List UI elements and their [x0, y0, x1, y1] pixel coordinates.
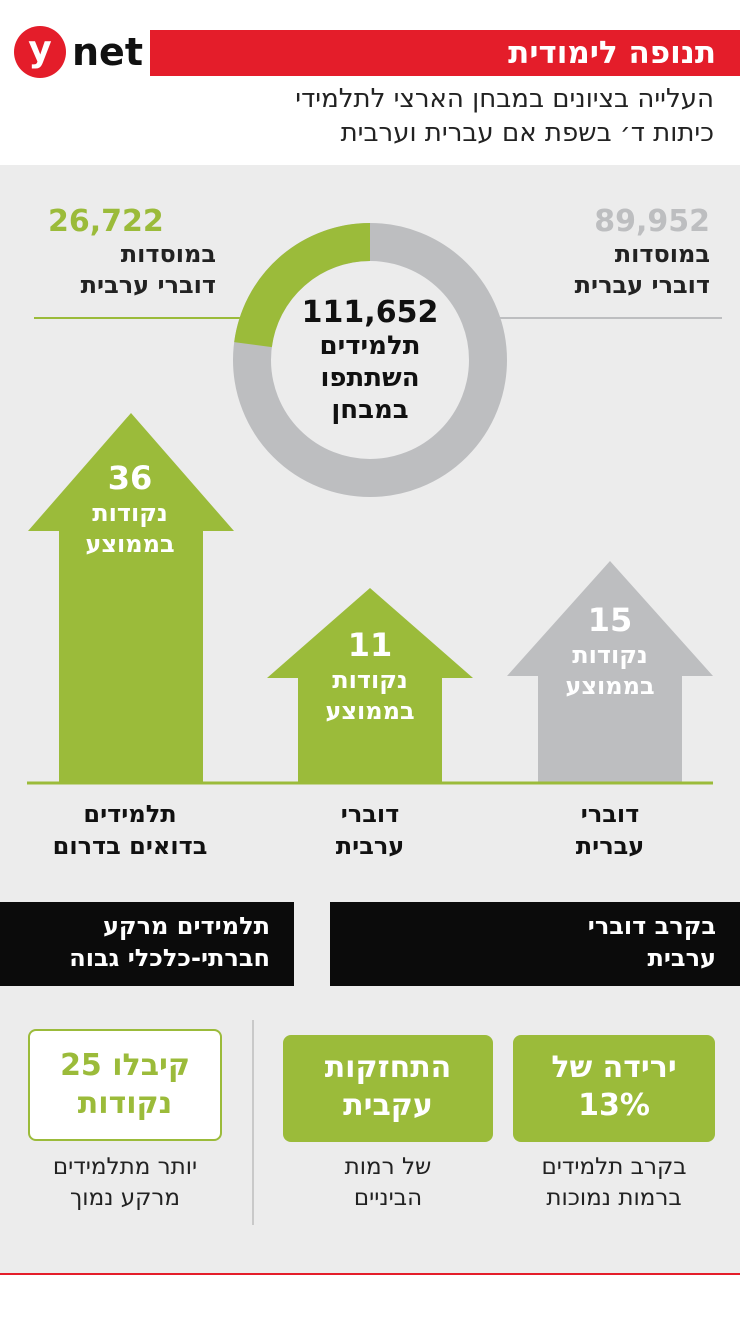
arrow-1-line1: נקודות [92, 499, 168, 527]
category-2-line1: דוברי [340, 800, 400, 828]
category-label-1: תלמידים בדואים בדרום [20, 798, 240, 862]
middle-strengthening-line1: התחזקות [324, 1050, 452, 1085]
category-1-line2: בדואים בדרום [52, 832, 208, 860]
donut-center-line2: השתתפו [320, 363, 420, 393]
arrow-2-line1: נקודות [332, 666, 408, 694]
donut-total: 111,652 [301, 295, 439, 330]
arabic-speakers-header: בקרב דוברי ערבית [330, 902, 740, 986]
arrow-3-text: 15 נקודות בממוצע [540, 600, 680, 702]
right-donut-label: 89,952 במוסדות דוברי עברית [520, 205, 710, 301]
category-3-line2: עברית [575, 832, 645, 860]
arrow-2-value: 11 [347, 626, 393, 664]
donut-center-line3: במבחן [331, 395, 409, 425]
ynet-logo-text: net [72, 30, 143, 74]
middle-caption-line1: של רמות [344, 1154, 432, 1180]
donut-slice-arabic [233, 223, 507, 497]
high-ses-gain-line1: קיבלו 25 [60, 1048, 190, 1083]
arabic-speakers-header-line1: בקרב דוברי [587, 912, 716, 940]
category-label-2: דוברי ערבית [270, 798, 470, 862]
category-2-line2: ערבית [335, 832, 405, 860]
decline-line2: 13% [578, 1088, 650, 1123]
subtitle-line-1: העלייה בציונים במבחן הארצי לתלמידי [295, 84, 714, 114]
arrow-bar-3 [507, 561, 713, 783]
right-donut-value: 89,952 [594, 204, 710, 239]
decline-caption-line2: ברמות נמוכות [546, 1185, 682, 1211]
middle-strengthening-box: התחזקות עקבית [283, 1035, 493, 1142]
category-label-3: דוברי עברית [510, 798, 710, 862]
arrow-bars [28, 413, 713, 783]
high-ses-header: תלמידים מרקע חברתי-כלכלי גבוה [0, 902, 294, 986]
arrow-1-line2: בממוצע [85, 530, 175, 558]
arrow-3-line1: נקודות [572, 641, 648, 669]
decline-line1: ירידה של [551, 1050, 677, 1085]
donut-center: 111,652 תלמידים השתתפו במבחן [290, 296, 450, 426]
subtitle-line-2: כיתות ד׳ בשפת אם עברית וערבית [340, 118, 714, 148]
chart-canvas [27, 223, 722, 785]
decline-caption-line1: בקרב תלמידים [541, 1154, 687, 1180]
arrow-3-line2: בממוצע [565, 672, 655, 700]
high-ses-gain-box: קיבלו 25 נקודות [28, 1029, 222, 1141]
right-donut-label-line2: דוברי עברית [574, 271, 710, 299]
middle-caption: של רמות הביניים [283, 1152, 493, 1214]
arrow-bar-2 [267, 588, 473, 783]
category-1-line1: תלמידים [83, 800, 177, 828]
middle-strengthening-line2: עקבית [343, 1088, 433, 1123]
arrow-bar-1 [28, 413, 234, 783]
high-ses-header-line2: חברתי-כלכלי גבוה [69, 944, 270, 972]
high-ses-caption-line2: מרקע נמוך [69, 1185, 181, 1211]
category-3-line1: דוברי [580, 800, 640, 828]
left-donut-label-line1: במוסדות [120, 240, 216, 268]
page-title: תנופה לימודית [150, 30, 740, 76]
left-donut-label-line2: דוברי ערבית [80, 271, 216, 299]
high-ses-caption-line1: יותר מתלמידים [52, 1154, 198, 1180]
vertical-divider [252, 1020, 254, 1225]
ynet-logo-mark: y [14, 26, 66, 78]
donut-chart [233, 223, 507, 497]
left-donut-label: 26,722 במוסדות דוברי ערבית [36, 205, 216, 301]
arrow-2-line2: בממוצע [325, 697, 415, 725]
arrow-1-value: 36 [107, 459, 153, 497]
bottom-red-rule [0, 1273, 740, 1275]
decline-caption: בקרב תלמידים ברמות נמוכות [505, 1152, 723, 1214]
donut-center-line1: תלמידים [319, 331, 421, 361]
arrow-3-value: 15 [587, 601, 633, 639]
left-donut-value: 26,722 [48, 204, 164, 239]
arrow-2-text: 11 נקודות בממוצע [300, 625, 440, 727]
arrow-1-text: 36 נקודות בממוצע [60, 458, 200, 560]
subtitle: העלייה בציונים במבחן הארצי לתלמידי כיתות… [114, 82, 714, 150]
high-ses-header-line1: תלמידים מרקע [102, 912, 270, 940]
high-ses-gain-line2: נקודות [77, 1086, 173, 1121]
decline-box: ירידה של 13% [513, 1035, 715, 1142]
high-ses-caption: יותר מתלמידים מרקע נמוך [20, 1152, 230, 1214]
right-donut-label-line1: במוסדות [614, 240, 710, 268]
middle-caption-line2: הביניים [353, 1185, 423, 1211]
arabic-speakers-header-line2: ערבית [647, 944, 716, 972]
